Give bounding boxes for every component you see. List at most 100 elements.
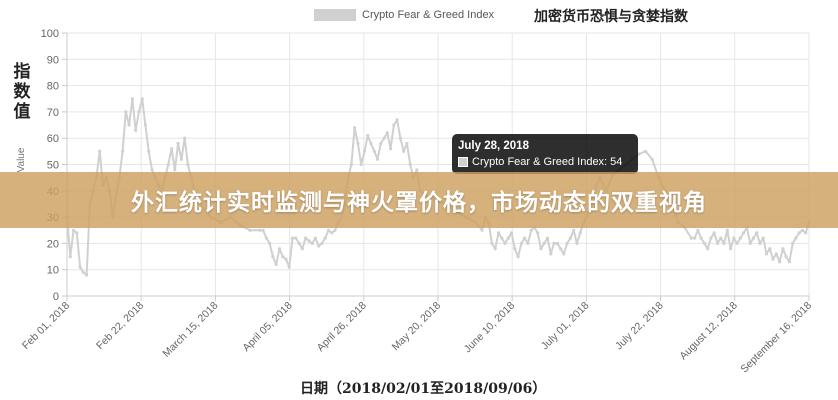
data-point[interactable]	[349, 162, 353, 167]
data-point[interactable]	[791, 241, 795, 245]
data-point[interactable]	[375, 157, 380, 161]
data-point[interactable]	[555, 241, 559, 245]
data-point[interactable]	[356, 141, 360, 146]
data-point[interactable]	[75, 231, 79, 235]
data-point[interactable]	[774, 252, 778, 256]
data-point[interactable]	[529, 228, 533, 232]
data-point[interactable]	[143, 123, 147, 127]
data-point[interactable]	[693, 236, 697, 240]
data-point[interactable]	[797, 231, 801, 235]
data-point[interactable]	[784, 255, 788, 259]
data-point[interactable]	[313, 236, 317, 240]
data-point[interactable]	[503, 241, 507, 245]
data-point[interactable]	[689, 236, 693, 240]
data-point[interactable]	[513, 247, 517, 251]
data-point[interactable]	[317, 244, 321, 248]
data-point[interactable]	[523, 236, 527, 240]
data-point[interactable]	[130, 97, 134, 101]
data-point[interactable]	[729, 247, 733, 251]
data-point[interactable]	[179, 157, 183, 161]
data-point[interactable]	[509, 231, 514, 235]
data-point[interactable]	[568, 236, 573, 240]
data-point[interactable]	[637, 152, 641, 156]
data-point[interactable]	[186, 162, 190, 167]
data-point[interactable]	[385, 131, 389, 135]
data-point[interactable]	[304, 236, 308, 240]
data-point[interactable]	[549, 252, 553, 256]
data-point[interactable]	[261, 228, 265, 232]
data-point[interactable]	[725, 228, 729, 232]
data-point[interactable]	[392, 123, 396, 127]
data-point[interactable]	[712, 231, 716, 235]
data-point[interactable]	[372, 149, 376, 153]
data-point[interactable]	[722, 241, 726, 245]
data-point[interactable]	[771, 257, 775, 261]
data-point[interactable]	[804, 231, 808, 235]
data-point[interactable]	[68, 255, 72, 259]
data-point[interactable]	[519, 241, 524, 245]
data-point[interactable]	[562, 252, 566, 256]
data-point[interactable]	[121, 149, 125, 153]
data-point[interactable]	[732, 236, 736, 240]
data-point[interactable]	[559, 247, 563, 251]
data-point[interactable]	[330, 231, 334, 235]
data-point[interactable]	[699, 236, 703, 240]
data-point[interactable]	[552, 241, 556, 245]
data-point[interactable]	[290, 236, 295, 240]
data-point[interactable]	[183, 136, 187, 140]
data-point[interactable]	[395, 118, 399, 122]
data-point[interactable]	[333, 228, 337, 232]
data-point[interactable]	[379, 141, 383, 146]
data-point[interactable]	[140, 97, 144, 101]
data-point[interactable]	[284, 257, 288, 261]
data-point[interactable]	[536, 231, 540, 235]
data-point[interactable]	[389, 147, 393, 151]
data-point[interactable]	[268, 241, 272, 245]
data-point[interactable]	[98, 149, 102, 153]
data-point[interactable]	[166, 162, 170, 167]
data-point[interactable]	[359, 162, 363, 167]
data-point[interactable]	[408, 162, 412, 167]
data-point[interactable]	[81, 270, 85, 274]
data-point[interactable]	[127, 123, 131, 127]
data-point[interactable]	[277, 247, 282, 251]
data-point[interactable]	[644, 149, 648, 153]
data-point[interactable]	[545, 236, 550, 240]
data-point[interactable]	[539, 247, 543, 251]
data-point[interactable]	[755, 231, 759, 235]
data-point[interactable]	[735, 241, 739, 245]
data-point[interactable]	[362, 149, 367, 153]
legend[interactable]: Crypto Fear & Greed Index	[314, 9, 494, 21]
data-point[interactable]	[320, 241, 324, 245]
data-point[interactable]	[369, 141, 373, 146]
data-point[interactable]	[150, 168, 154, 172]
data-point[interactable]	[480, 228, 484, 232]
data-point[interactable]	[800, 228, 805, 232]
data-point[interactable]	[787, 260, 792, 264]
data-point[interactable]	[323, 236, 327, 240]
data-point[interactable]	[134, 128, 138, 132]
data-point[interactable]	[748, 241, 752, 245]
data-point[interactable]	[170, 147, 174, 151]
data-point[interactable]	[516, 255, 520, 259]
data-point[interactable]	[382, 136, 386, 140]
data-point[interactable]	[575, 241, 579, 245]
data-point[interactable]	[526, 241, 530, 245]
data-point[interactable]	[719, 236, 723, 240]
data-point[interactable]	[542, 241, 546, 245]
data-point[interactable]	[794, 236, 798, 240]
data-point[interactable]	[402, 149, 406, 153]
data-point[interactable]	[706, 247, 710, 251]
data-point[interactable]	[310, 241, 314, 245]
data-point[interactable]	[565, 241, 569, 245]
data-point[interactable]	[778, 260, 782, 264]
data-point[interactable]	[751, 236, 756, 240]
data-point[interactable]	[781, 247, 785, 251]
data-point[interactable]	[493, 247, 497, 251]
data-point[interactable]	[71, 228, 76, 232]
data-point[interactable]	[702, 241, 707, 245]
data-point[interactable]	[366, 134, 370, 138]
data-point[interactable]	[78, 265, 82, 269]
data-point[interactable]	[742, 231, 746, 235]
data-point[interactable]	[650, 157, 654, 161]
